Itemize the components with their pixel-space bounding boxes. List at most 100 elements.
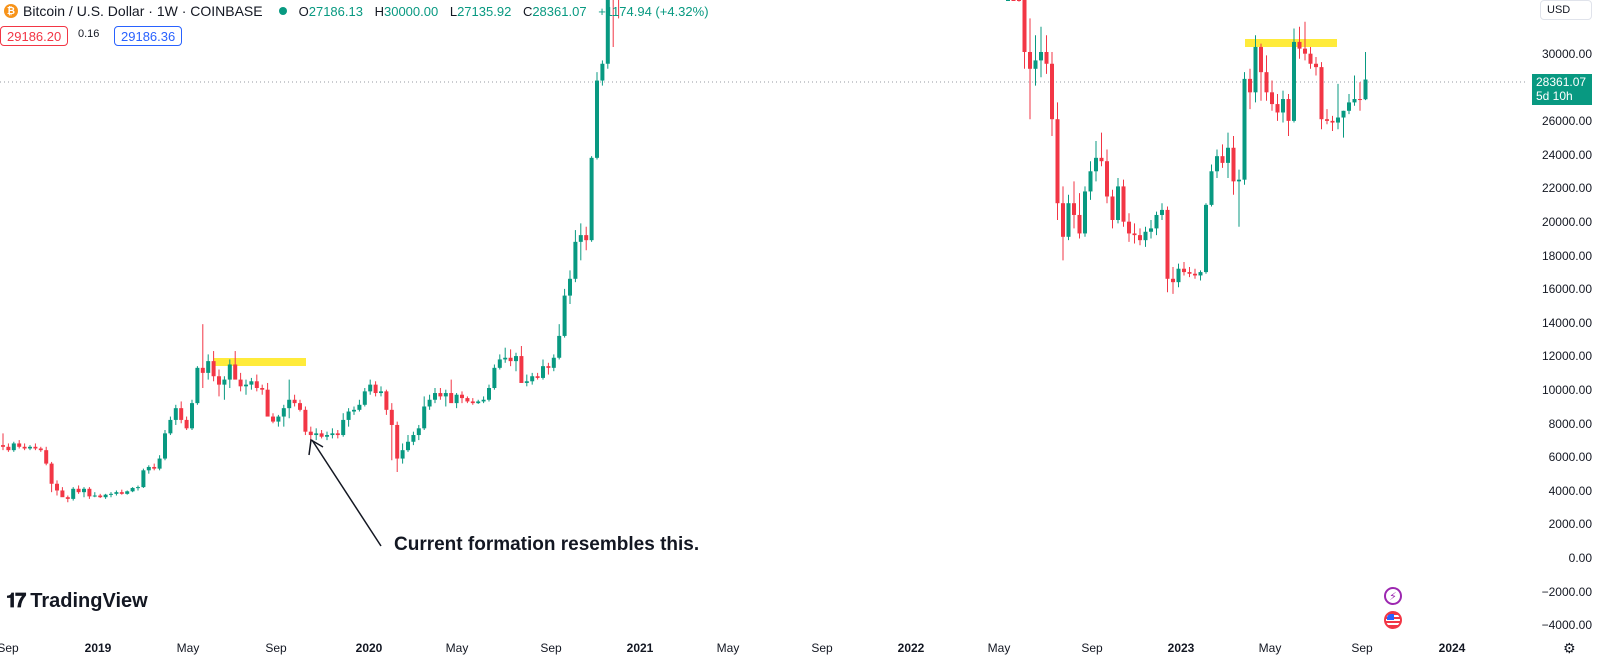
candle-body (152, 466, 157, 469)
settings-icon[interactable]: ⚙ (1563, 640, 1576, 656)
candle-body (362, 391, 367, 405)
tradingview-logo-icon: 𝟏𝟕 (6, 590, 26, 612)
candle-body (389, 409, 394, 425)
candle-body (411, 435, 416, 442)
time-axis-label: May (1258, 641, 1282, 655)
candle-body (1242, 78, 1247, 180)
candle-body (535, 376, 540, 378)
candle-body (1259, 46, 1263, 73)
candle-body (1209, 171, 1214, 205)
price-axis-label: 6000.00 (1548, 450, 1592, 465)
candle-body (28, 446, 32, 449)
candle-body (1132, 233, 1137, 236)
open-label: O (298, 3, 309, 19)
candle-body (589, 157, 594, 241)
candle-body (1220, 156, 1225, 163)
price-axis-label: 4000.00 (1548, 483, 1592, 498)
candle-body (1072, 203, 1076, 215)
candle-body (1319, 67, 1324, 120)
annotation-text: Current formation resembles this. (394, 534, 700, 555)
us-flag-icon[interactable] (1384, 611, 1402, 629)
price-axis-label: 24000.00 (1541, 147, 1592, 162)
candle-body (1083, 191, 1087, 234)
candle-body (492, 367, 497, 388)
symbol-title[interactable]: Bitcoin / U.S. Dollar · 1W · COINBASE (23, 3, 263, 19)
candle-body (1154, 214, 1159, 229)
currency-selector[interactable]: USD (1540, 0, 1592, 20)
price-axis-label: −2000.00 (1541, 584, 1592, 599)
candle-body (449, 393, 454, 404)
candle-body (1281, 99, 1285, 113)
price-chart[interactable] (0, 0, 1528, 630)
candle-body (460, 394, 464, 399)
lightning-icon[interactable]: ⚡ (1384, 587, 1402, 605)
candle-body (325, 435, 329, 437)
candle-body (1253, 46, 1258, 93)
candle-body (1303, 48, 1307, 54)
candle-body (1149, 228, 1153, 232)
candle-body (573, 241, 578, 279)
candle-body (65, 497, 70, 499)
price-axis-label: 18000.00 (1541, 248, 1592, 263)
candle-body (76, 488, 81, 493)
candle-body (6, 446, 11, 451)
candle-body (1044, 52, 1049, 64)
buy-price-button[interactable]: 29186.36 (114, 26, 183, 46)
candle-body (357, 404, 362, 410)
candle-body (568, 278, 572, 296)
high-label: H (374, 3, 384, 19)
low-value: 27135.92 (457, 3, 512, 19)
candle-body (211, 361, 216, 377)
candle-body (281, 408, 286, 417)
candle-body (1105, 161, 1109, 197)
candle-body (195, 367, 200, 404)
candle-body (206, 361, 211, 373)
candle-body (1286, 99, 1291, 121)
candle-body (98, 495, 103, 498)
candle-body (514, 356, 518, 362)
chart-header: ₿ Bitcoin / U.S. Dollar · 1W · COINBASE … (4, 2, 709, 20)
candle-body (168, 419, 173, 434)
price-axis-label: 12000.00 (1541, 349, 1592, 364)
candle-body (287, 399, 292, 409)
candle-body (238, 379, 243, 387)
candle-body (1330, 120, 1335, 123)
candle-body (422, 406, 427, 429)
candle-body (254, 381, 259, 388)
candle-body (1187, 272, 1192, 274)
highlight-zone-2019 (214, 358, 306, 366)
price-axis-label: 2000.00 (1548, 517, 1592, 532)
candle-body (1171, 278, 1175, 283)
candle-body (524, 381, 529, 383)
sell-price-button[interactable]: 29186.20 (0, 26, 69, 46)
candle-body (1215, 156, 1219, 172)
candle-body (1006, 0, 1010, 1)
candle-body (1143, 231, 1148, 241)
time-axis-label: May (716, 641, 740, 655)
time-axis-label: May (445, 641, 469, 655)
candle-body (400, 450, 405, 459)
candle-body (60, 490, 65, 498)
candle-body (114, 492, 119, 494)
candle-body (109, 493, 113, 495)
candle-body (146, 466, 151, 471)
candle-body (1237, 179, 1241, 182)
market-status-dot-icon (278, 7, 287, 15)
price-axis-label: 10000.00 (1541, 383, 1592, 397)
candle-body (530, 376, 535, 382)
spread-value: 0.16 (78, 28, 100, 40)
candle-body (17, 443, 22, 447)
candle-body (1110, 196, 1115, 220)
candle-body (379, 391, 383, 394)
candle-body (233, 364, 238, 380)
candle-body (136, 487, 140, 489)
candle-body (1176, 268, 1181, 283)
candle-body (443, 393, 448, 397)
candle-body (595, 80, 599, 158)
price-axis-label: 30000.00 (1541, 47, 1592, 61)
candle-body (1341, 110, 1346, 118)
candle-body (1248, 78, 1252, 93)
candle-body (352, 409, 356, 412)
candle-body (1182, 268, 1186, 273)
candle-body (433, 393, 437, 400)
